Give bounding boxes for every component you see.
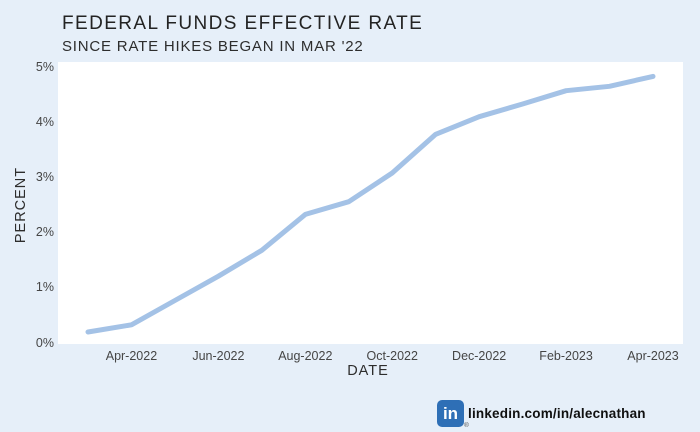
chart-title: FEDERAL FUNDS EFFECTIVE RATE (62, 13, 424, 34)
chart-subtitle: SINCE RATE HIKES BEGAN IN MAR '22 (62, 38, 364, 55)
rate-line-chart (85, 73, 656, 335)
y-tick-label: 5% (35, 59, 54, 74)
x-axis-title: DATE (347, 363, 389, 379)
x-tick-label: Jun-2022 (192, 349, 245, 363)
y-axis-title: PERCENT (13, 166, 29, 244)
x-tick-label: Dec-2022 (452, 349, 507, 363)
x-tick-label: Feb-2023 (539, 349, 593, 363)
linkedin-handle: linkedin.com/in/alecnathan (468, 405, 646, 421)
y-tick-label: 1% (35, 280, 54, 295)
plot-area (58, 62, 683, 344)
attribution-footer: in ® linkedin.com/in/alecnathan (437, 399, 646, 429)
y-tick-label: 2% (35, 225, 54, 240)
x-tick-label: Oct-2022 (366, 349, 418, 363)
x-tick-label: Apr-2023 (627, 349, 679, 363)
y-tick-label: 0% (35, 335, 54, 350)
linkedin-icon: in (437, 399, 464, 427)
linkedin-icon-text: in (442, 403, 459, 423)
x-tick-label: Aug-2022 (278, 349, 333, 363)
y-tick-label: 4% (35, 114, 54, 129)
x-tick-label: Apr-2022 (105, 349, 158, 363)
rate-line (85, 73, 656, 335)
registered-trademark-mark: ® (464, 422, 469, 429)
y-tick-label: 3% (35, 169, 54, 184)
